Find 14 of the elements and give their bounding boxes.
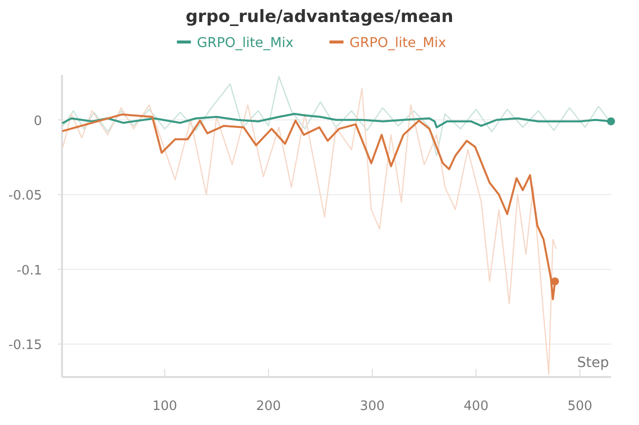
x-tick-label: 100 bbox=[152, 399, 178, 414]
legend-label: GRPO_lite_Mix bbox=[350, 35, 446, 51]
legend-label: GRPO_lite_Mix bbox=[196, 35, 294, 51]
x-tick-label: 500 bbox=[567, 399, 592, 414]
x-axis-title: Step bbox=[577, 355, 610, 371]
chart-title: grpo_rule/advantages/mean bbox=[186, 7, 454, 27]
x-tick-label: 400 bbox=[464, 399, 488, 414]
line-series bbox=[62, 88, 557, 375]
y-tick-label: -0.05 bbox=[8, 188, 42, 204]
x-tick-label: 200 bbox=[256, 399, 281, 414]
y-tick-label: -0.15 bbox=[8, 338, 42, 354]
y-tick-label: -0.1 bbox=[16, 263, 42, 278]
x-tick-label: 300 bbox=[360, 399, 385, 414]
y-tick-label: 0 bbox=[34, 114, 42, 129]
